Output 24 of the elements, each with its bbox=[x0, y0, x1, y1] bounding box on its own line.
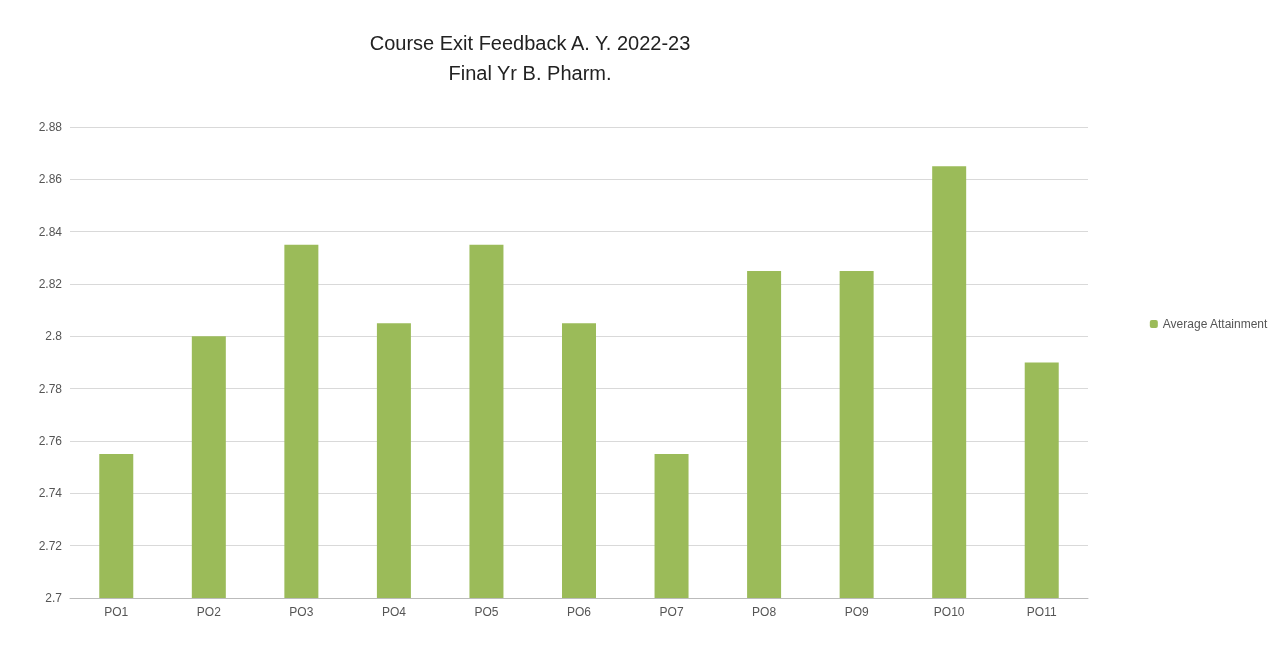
x-tick-label: PO4 bbox=[381, 605, 407, 619]
x-tick-label: PO6 bbox=[566, 605, 592, 619]
x-tick-label: PO9 bbox=[844, 605, 869, 619]
x-tick-label: PO8 bbox=[752, 605, 777, 619]
y-tick-label: 2.7 bbox=[45, 591, 63, 605]
y-tick-label: 2.86 bbox=[38, 172, 63, 187]
x-tick-label: PO7 bbox=[659, 605, 684, 619]
x-tick-label: PO10 bbox=[933, 605, 965, 619]
y-tick-label: 2.78 bbox=[38, 381, 63, 396]
x-tick-label: PO5 bbox=[474, 605, 499, 619]
x-tick-label: PO3 bbox=[289, 605, 314, 619]
y-tick-label: 2.72 bbox=[38, 538, 63, 553]
x-tick-label: PO2 bbox=[196, 605, 222, 619]
y-tick-label: 2.74 bbox=[38, 486, 63, 501]
y-tick-label: 2.84 bbox=[38, 224, 63, 239]
legend-label: Average Attainment bbox=[1162, 317, 1268, 331]
x-tick-label: PO11 bbox=[1026, 605, 1057, 619]
chart-subtitle: Final Yr B. Pharm. bbox=[448, 62, 612, 84]
y-tick-label: 2.76 bbox=[38, 434, 63, 448]
y-tick-label: 2.82 bbox=[38, 277, 63, 291]
y-tick-label: 2.88 bbox=[38, 120, 63, 134]
x-tick-label: PO1 bbox=[104, 605, 129, 619]
y-tick-label: 2.8 bbox=[45, 329, 63, 344]
chart-title: Course Exit Feedback A. Y. 2022-23 bbox=[369, 32, 691, 54]
